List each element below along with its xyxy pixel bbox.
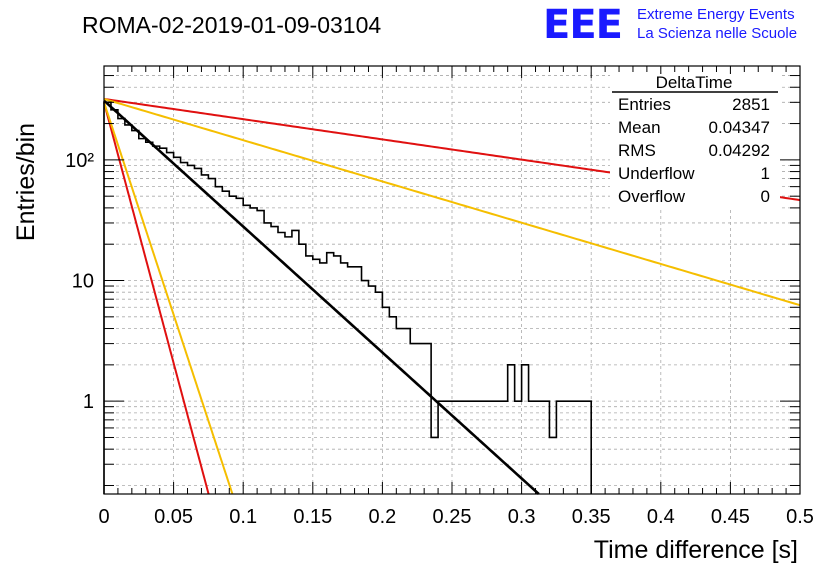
x-tick-label: 0.15 — [293, 506, 332, 528]
fit-curve-3 — [103, 102, 210, 495]
eee-logo: EEE — [543, 2, 622, 48]
stats-label-underflow: Underflow — [618, 164, 695, 183]
x-tick-label: 0.1 — [229, 506, 257, 528]
stats-label-mean: Mean — [618, 118, 661, 137]
stats-value-mean: 0.04347 — [709, 118, 770, 137]
x-tick-label: 0.5 — [786, 506, 814, 528]
stats-box-background — [610, 74, 780, 209]
x-tick-labels: 0 0.05 0.1 0.15 0.2 0.25 0.3 0.35 0.4 0.45 0.5 — [98, 506, 813, 528]
stats-box: DeltaTime Entries 2851 Mean 0.04347 RMS 0.042… — [610, 73, 780, 209]
histogram-steps — [103, 101, 592, 494]
logo-subtitle-line1: Extreme Energy Events — [637, 6, 795, 23]
x-tick-label: 0.05 — [154, 506, 193, 528]
stats-value-underflow: 1 — [761, 164, 770, 183]
stats-value-rms: 0.04292 — [709, 141, 770, 160]
x-tick-label: 0.2 — [368, 506, 396, 528]
fit-curve-0 — [103, 99, 540, 495]
run-title: ROMA-02-2019-01-09-03104 — [82, 12, 381, 38]
x-tick-label: 0 — [98, 506, 109, 528]
y-tick-label: 10² — [65, 150, 94, 172]
stats-label-overflow: Overflow — [618, 187, 686, 206]
x-tick-label: 0.35 — [572, 506, 611, 528]
stats-value-entries: 2851 — [732, 95, 770, 114]
y-axis-label: Entries/bin — [12, 123, 40, 241]
stats-value-overflow: 0 — [761, 187, 770, 206]
stats-label-rms: RMS — [618, 141, 656, 160]
x-tick-label: 0.4 — [647, 506, 675, 528]
stats-box-title: DeltaTime — [656, 73, 733, 92]
y-tick-label: 10 — [72, 271, 94, 293]
x-tick-label: 0.3 — [508, 506, 536, 528]
histogram — [103, 101, 592, 494]
fit-curve-2 — [103, 97, 801, 307]
y-tick-label: 1 — [83, 391, 94, 413]
axis-ticks — [103, 65, 801, 494]
x-tick-label: 0.25 — [433, 506, 472, 528]
x-axis-label: Time difference [s] — [594, 536, 798, 564]
logo-subtitle-line2: La Scienza nelle Scuole — [637, 25, 797, 42]
x-tick-label: 0.45 — [711, 506, 750, 528]
fit-curve-4 — [103, 102, 234, 495]
stats-label-entries: Entries — [618, 95, 671, 114]
y-tick-labels: 1 10 10² — [65, 150, 94, 413]
